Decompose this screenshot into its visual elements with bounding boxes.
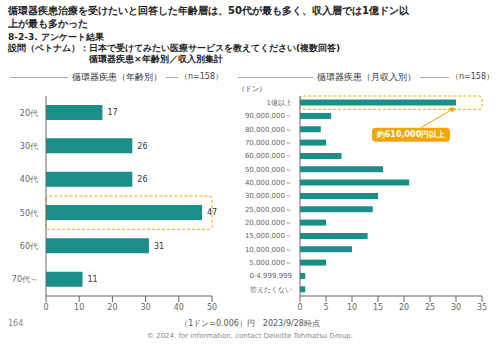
html-text:設問（ベトナム）：日本で受けてみたい医療サービスを教えてくだ: 設問（ベトナム）：日本で受けてみたい医療サービスを教えてください(複数回答) xyxy=(8,43,341,53)
svg-text:約610,000円以上: 約610,000円以上 xyxy=(376,130,445,139)
svg-text:20: 20 xyxy=(107,303,117,312)
svg-text:10: 10 xyxy=(74,303,84,312)
svg-text:20,000,000～: 20,000,000～ xyxy=(245,219,292,227)
svg-text:50: 50 xyxy=(207,303,217,312)
html-text:（n=158）: （n=158） xyxy=(180,72,223,81)
svg-text:30,000,000～: 30,000,000～ xyxy=(245,192,292,200)
html-text:上が最も多かった: 上が最も多かった xyxy=(8,18,88,29)
html-text:（n=158）: （n=158） xyxy=(451,72,494,81)
html-text:164: 164 xyxy=(8,319,24,328)
svg-text:70代～: 70代～ xyxy=(12,275,38,284)
html-text:8-2-3. アンケート結果: 8-2-3. アンケート結果 xyxy=(8,32,104,42)
svg-text:25: 25 xyxy=(425,303,435,312)
svg-text:35: 35 xyxy=(477,303,487,312)
svg-text:5: 5 xyxy=(323,303,328,312)
svg-text:5,000,000～: 5,000,000～ xyxy=(249,259,292,267)
svg-text:15,000,000～: 15,000,000～ xyxy=(245,232,292,240)
svg-text:17: 17 xyxy=(107,108,117,117)
svg-text:26: 26 xyxy=(137,175,147,184)
svg-text:40,000,000～: 40,000,000～ xyxy=(245,179,292,187)
svg-text:60,000,000～: 60,000,000～ xyxy=(245,152,292,160)
svg-text:90,000,000～: 90,000,000～ xyxy=(245,112,292,120)
svg-text:25,000,000～: 25,000,000～ xyxy=(245,206,292,214)
svg-text:80,000,000～: 80,000,000～ xyxy=(245,126,292,134)
svg-text:40: 40 xyxy=(174,303,184,312)
svg-text:0: 0 xyxy=(43,303,48,312)
svg-text:10,000,000～: 10,000,000～ xyxy=(245,246,292,254)
svg-text:40代: 40代 xyxy=(20,175,38,184)
svg-text:26: 26 xyxy=(137,142,147,151)
svg-text:答えたくない: 答えたくない xyxy=(250,286,292,294)
svg-text:30: 30 xyxy=(141,303,151,312)
html-text:循環器疾患（月収入別）: 循環器疾患（月収入別） xyxy=(316,72,416,82)
svg-text:60代: 60代 xyxy=(20,242,38,251)
svg-text:0-4,999,999: 0-4,999,999 xyxy=(249,272,292,280)
svg-text:1億以上: 1億以上 xyxy=(267,99,292,107)
svg-text:10: 10 xyxy=(347,303,357,312)
html-text:循環器疾患治療を受けたいと回答した年齢層は、50代が最も多く: 循環器疾患治療を受けたいと回答した年齢層は、50代が最も多く、収入層では1億ドン… xyxy=(8,5,409,16)
svg-text:20: 20 xyxy=(399,303,409,312)
html-text:© 2024. for information, conta: © 2024. for information, contact Deloitt… xyxy=(147,332,353,340)
html-text:（1ドン=0.006）円 2023/9/28時点: （1ドン=0.006）円 2023/9/28時点 xyxy=(180,319,320,328)
html-text:（ドン）: （ドン） xyxy=(238,85,266,93)
svg-text:70,000,000～: 70,000,000～ xyxy=(245,139,292,147)
svg-text:31: 31 xyxy=(154,242,164,251)
svg-text:30: 30 xyxy=(451,303,461,312)
html-text:循環器疾患（年齢別）: 循環器疾患（年齢別） xyxy=(71,72,162,82)
svg-text:20代: 20代 xyxy=(20,109,38,118)
svg-text:50代: 50代 xyxy=(20,209,38,218)
svg-text:0: 0 xyxy=(297,303,302,312)
svg-text:47: 47 xyxy=(207,208,217,217)
svg-text:30代: 30代 xyxy=(20,142,38,151)
svg-text:50,000,000～: 50,000,000～ xyxy=(245,166,292,174)
svg-text:11: 11 xyxy=(88,275,98,284)
svg-text:15: 15 xyxy=(373,303,383,312)
html-text:循環器疾患×年齢別／収入別集計: 循環器疾患×年齢別／収入別集計 xyxy=(8,54,223,64)
